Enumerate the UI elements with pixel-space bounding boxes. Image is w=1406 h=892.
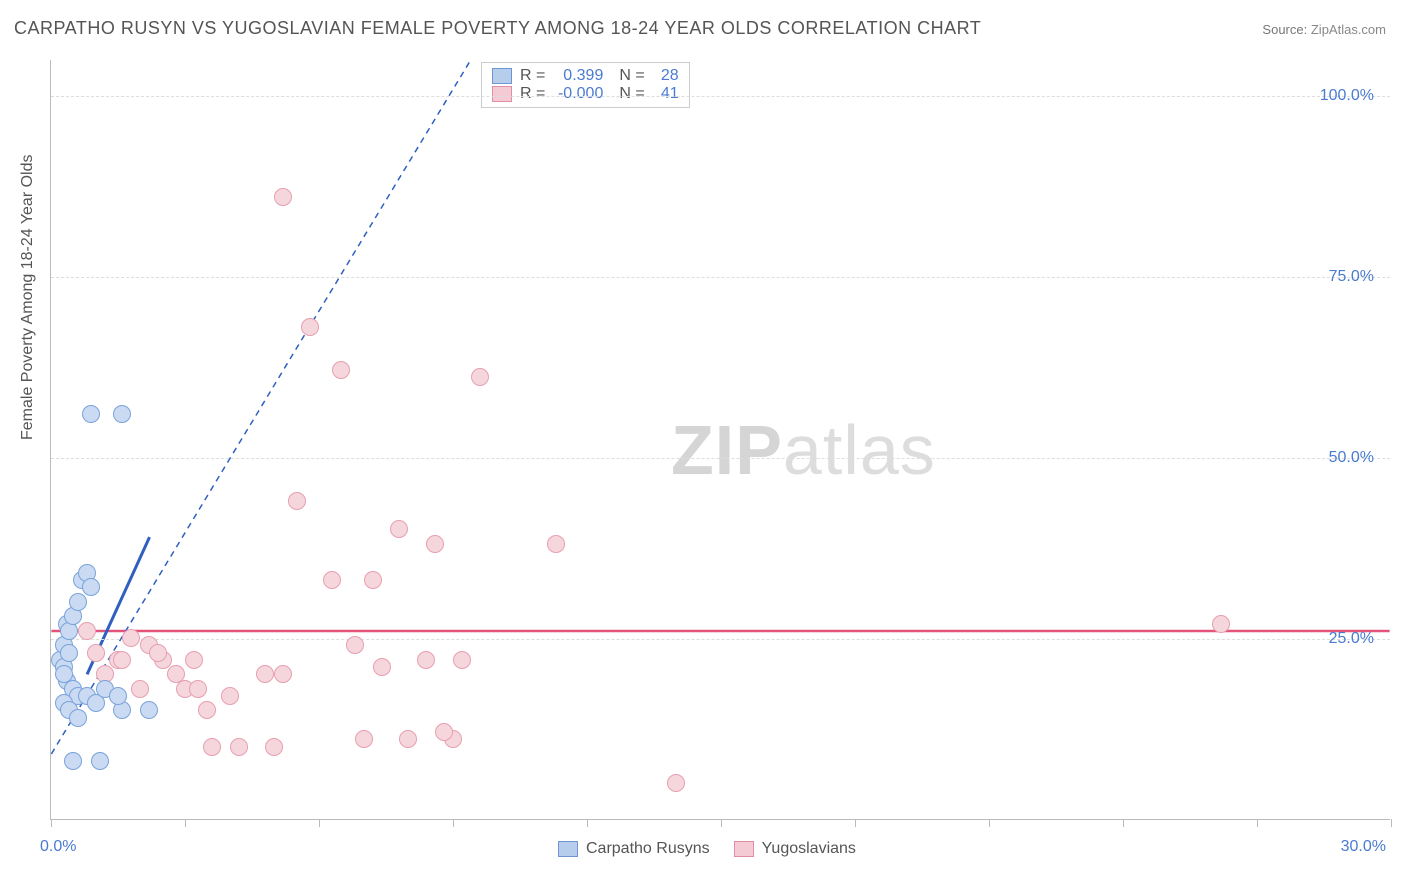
trend-lines bbox=[51, 60, 1390, 819]
scatter-point bbox=[69, 709, 87, 727]
x-tick bbox=[1257, 819, 1258, 827]
scatter-point bbox=[82, 405, 100, 423]
scatter-point bbox=[288, 492, 306, 510]
x-tick bbox=[721, 819, 722, 827]
x-tick bbox=[1391, 819, 1392, 827]
legend-item-b: Yugoslavians bbox=[734, 840, 856, 858]
scatter-point bbox=[332, 361, 350, 379]
scatter-point bbox=[265, 738, 283, 756]
scatter-point bbox=[189, 680, 207, 698]
scatter-point bbox=[301, 318, 319, 336]
legend-label-b: Yugoslavians bbox=[762, 840, 856, 858]
scatter-point bbox=[87, 644, 105, 662]
scatter-point bbox=[1212, 615, 1230, 633]
scatter-point bbox=[91, 752, 109, 770]
legend-swatch-b bbox=[734, 841, 754, 857]
n-label-b: N = bbox=[619, 85, 644, 103]
scatter-point bbox=[78, 622, 96, 640]
scatter-point bbox=[274, 188, 292, 206]
scatter-point bbox=[399, 730, 417, 748]
scatter-point bbox=[203, 738, 221, 756]
r-label-a: R = bbox=[520, 67, 545, 85]
scatter-point bbox=[69, 593, 87, 611]
scatter-point bbox=[185, 651, 203, 669]
gridline-h bbox=[51, 96, 1390, 97]
scatter-point bbox=[140, 701, 158, 719]
scatter-point bbox=[55, 665, 73, 683]
source-link[interactable]: ZipAtlas.com bbox=[1311, 22, 1386, 37]
scatter-point bbox=[390, 520, 408, 538]
y-tick-label: 100.0% bbox=[1320, 87, 1374, 105]
x-tick bbox=[587, 819, 588, 827]
scatter-point bbox=[355, 730, 373, 748]
scatter-point bbox=[346, 636, 364, 654]
gridline-h bbox=[51, 458, 1390, 459]
scatter-point bbox=[113, 405, 131, 423]
legend-label-a: Carpatho Rusyns bbox=[586, 840, 710, 858]
x-tick bbox=[319, 819, 320, 827]
legend-item-a: Carpatho Rusyns bbox=[558, 840, 710, 858]
watermark-atlas: atlas bbox=[783, 411, 936, 489]
scatter-point bbox=[64, 752, 82, 770]
chart-title: CARPATHO RUSYN VS YUGOSLAVIAN FEMALE POV… bbox=[14, 18, 981, 39]
scatter-point bbox=[471, 368, 489, 386]
stats-row-a: R = 0.399 N = 28 bbox=[492, 67, 679, 85]
x-tick bbox=[855, 819, 856, 827]
scatter-point bbox=[274, 665, 292, 683]
scatter-point bbox=[82, 578, 100, 596]
scatter-point bbox=[256, 665, 274, 683]
swatch-b bbox=[492, 86, 512, 102]
y-axis-label: Female Poverty Among 18-24 Year Olds bbox=[19, 155, 37, 441]
scatter-point bbox=[417, 651, 435, 669]
x-tick-start: 0.0% bbox=[40, 838, 76, 856]
legend-swatch-a bbox=[558, 841, 578, 857]
scatter-point bbox=[60, 644, 78, 662]
scatter-point bbox=[373, 658, 391, 676]
r-value-a: 0.399 bbox=[553, 67, 603, 85]
scatter-point bbox=[426, 535, 444, 553]
swatch-a bbox=[492, 68, 512, 84]
stats-row-b: R = -0.000 N = 41 bbox=[492, 85, 679, 103]
gridline-h bbox=[51, 639, 1390, 640]
watermark-zip: ZIP bbox=[671, 411, 783, 489]
scatter-point bbox=[131, 680, 149, 698]
n-value-a: 28 bbox=[653, 67, 679, 85]
n-label-a: N = bbox=[619, 67, 644, 85]
scatter-point bbox=[113, 651, 131, 669]
scatter-point bbox=[323, 571, 341, 589]
scatter-point bbox=[667, 774, 685, 792]
watermark: ZIPatlas bbox=[671, 410, 936, 490]
scatter-point bbox=[364, 571, 382, 589]
r-value-b: -0.000 bbox=[553, 85, 603, 103]
x-tick bbox=[51, 819, 52, 827]
scatter-chart: ZIPatlas R = 0.399 N = 28 R = -0.000 N =… bbox=[50, 60, 1390, 820]
scatter-point bbox=[109, 687, 127, 705]
x-tick bbox=[1123, 819, 1124, 827]
legend: Carpatho Rusyns Yugoslavians bbox=[558, 840, 856, 858]
scatter-point bbox=[435, 723, 453, 741]
x-tick bbox=[453, 819, 454, 827]
y-tick-label: 50.0% bbox=[1329, 449, 1374, 467]
source-attribution: Source: ZipAtlas.com bbox=[1262, 22, 1386, 37]
source-label: Source: bbox=[1262, 22, 1307, 37]
x-tick-end: 30.0% bbox=[1341, 838, 1386, 856]
scatter-point bbox=[453, 651, 471, 669]
correlation-stats-box: R = 0.399 N = 28 R = -0.000 N = 41 bbox=[481, 62, 690, 108]
y-tick-label: 75.0% bbox=[1329, 268, 1374, 286]
scatter-point bbox=[149, 644, 167, 662]
n-value-b: 41 bbox=[653, 85, 679, 103]
x-tick bbox=[185, 819, 186, 827]
scatter-point bbox=[198, 701, 216, 719]
r-label-b: R = bbox=[520, 85, 545, 103]
scatter-point bbox=[122, 629, 140, 647]
scatter-point bbox=[221, 687, 239, 705]
y-tick-label: 25.0% bbox=[1329, 630, 1374, 648]
x-tick bbox=[989, 819, 990, 827]
gridline-h bbox=[51, 277, 1390, 278]
scatter-point bbox=[547, 535, 565, 553]
scatter-point bbox=[230, 738, 248, 756]
